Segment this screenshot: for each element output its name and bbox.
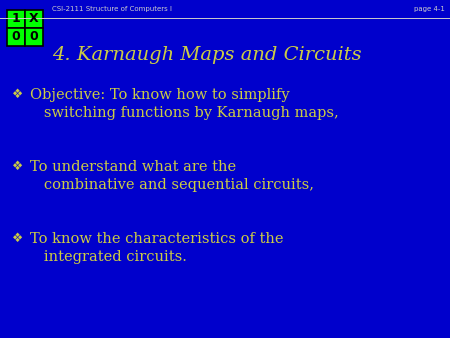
Bar <box>7 10 25 28</box>
Bar <box>7 28 25 46</box>
Text: 0: 0 <box>12 30 20 44</box>
Text: page 4-1: page 4-1 <box>414 6 445 12</box>
Text: To understand what are the
   combinative and sequential circuits,: To understand what are the combinative a… <box>30 160 314 192</box>
Text: To know the characteristics of the
   integrated circuits.: To know the characteristics of the integ… <box>30 232 283 264</box>
Text: ❖: ❖ <box>12 232 23 245</box>
Bar <box>25 28 43 46</box>
Text: 0: 0 <box>30 30 38 44</box>
Text: 1: 1 <box>12 13 20 25</box>
Text: Objective: To know how to simplify
   switching functions by Karnaugh maps,: Objective: To know how to simplify switc… <box>30 88 339 120</box>
Bar <box>25 10 43 28</box>
Text: ❖: ❖ <box>12 160 23 173</box>
Text: ❖: ❖ <box>12 88 23 101</box>
Text: CSI-2111 Structure of Computers I: CSI-2111 Structure of Computers I <box>52 6 172 12</box>
Text: X: X <box>29 13 39 25</box>
Text: 4. Karnaugh Maps and Circuits: 4. Karnaugh Maps and Circuits <box>52 46 362 64</box>
